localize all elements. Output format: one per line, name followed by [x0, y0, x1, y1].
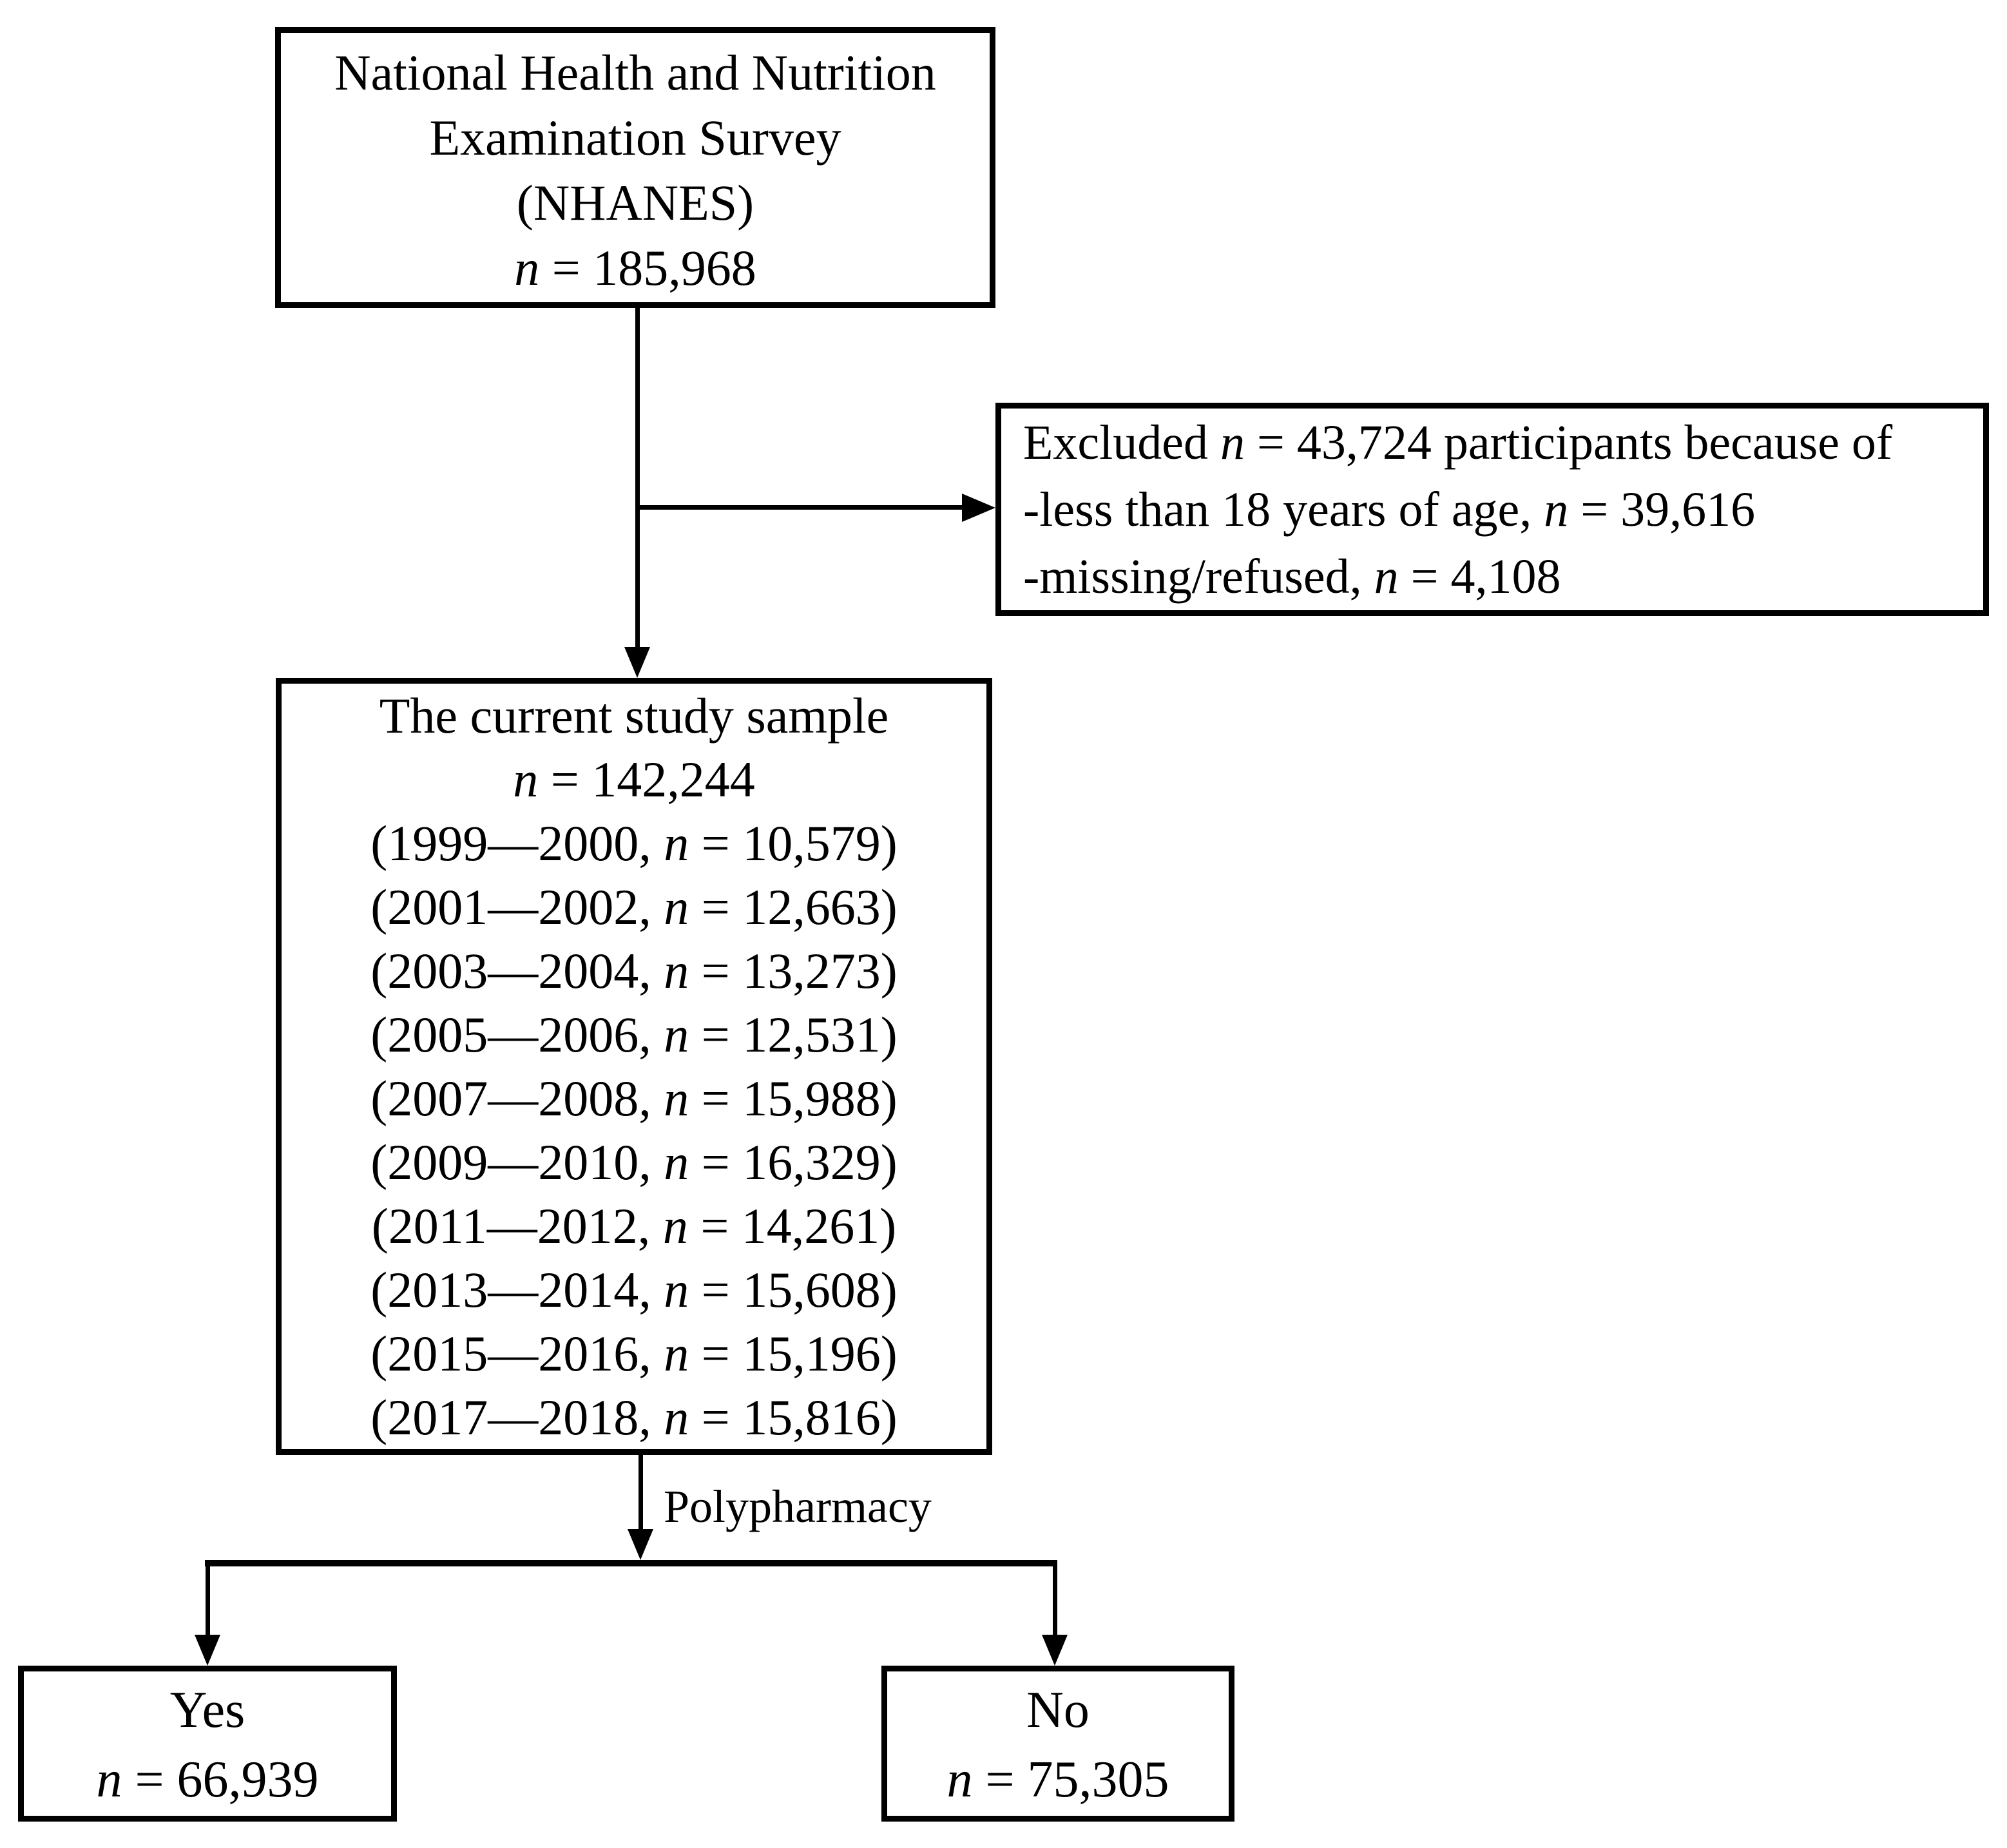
- nhanes-line-1: National Health and Nutrition: [334, 44, 936, 101]
- current-box-sample-size: n = 142,244: [513, 751, 755, 807]
- nhanes-sample-size: n = 185,968: [514, 240, 756, 296]
- split-horizontal-bar: [205, 1560, 1057, 1566]
- cycle-1999-2000: (1999—2000, n = 10,579): [370, 815, 898, 871]
- connector-to-excluded-line: [637, 505, 963, 510]
- cycle-2005-2006: (2005—2006, n = 12,531): [370, 1006, 898, 1063]
- arrowhead-into-current-box: [624, 647, 650, 678]
- arrowhead-into-no-box: [1042, 1635, 1068, 1666]
- excluded-missing-refused: -missing/refused, n = 4,108: [1023, 549, 1561, 604]
- nhanes-line-3: (NHANES): [516, 175, 754, 231]
- connector-current-to-split-line: [639, 1455, 643, 1531]
- connector-split-to-yes-line: [206, 1566, 210, 1637]
- polypharmacy-yes-box: Yes n = 66,939: [18, 1666, 397, 1822]
- nhanes-line-2: Examination Survey: [429, 110, 841, 166]
- cycle-2015-2016: (2015—2016, n = 15,196): [370, 1325, 898, 1381]
- excluded-under-18: -less than 18 years of age, n = 39,616: [1023, 482, 1756, 537]
- no-label: No: [1026, 1682, 1090, 1738]
- connector-top-to-current-line: [635, 308, 640, 648]
- cycle-2007-2008: (2007—2008, n = 15,988): [370, 1070, 898, 1126]
- arrowhead-into-split: [628, 1529, 653, 1560]
- yes-label: Yes: [169, 1682, 245, 1738]
- cycle-2013-2014: (2013—2014, n = 15,608): [370, 1262, 898, 1318]
- current-study-sample-box: The current study sample n = 142,244 (19…: [276, 678, 992, 1455]
- yes-sample-size: n = 66,939: [96, 1751, 319, 1808]
- cycle-2009-2010: (2009—2010, n = 16,329): [370, 1134, 898, 1190]
- cycle-2001-2002: (2001—2002, n = 12,663): [370, 879, 898, 935]
- polypharmacy-no-box: No n = 75,305: [881, 1666, 1234, 1822]
- polypharmacy-label: Polypharmacy: [664, 1481, 932, 1532]
- current-box-title: The current study sample: [379, 688, 889, 744]
- no-sample-size: n = 75,305: [946, 1751, 1169, 1808]
- excluded-box: Excluded n = 43,724 participants because…: [995, 403, 1989, 616]
- arrowhead-into-yes-box: [195, 1635, 220, 1666]
- arrowhead-into-excluded-box: [962, 494, 995, 522]
- excluded-total: Excluded n = 43,724 participants because…: [1023, 415, 1893, 470]
- cycle-2017-2018: (2017—2018, n = 15,816): [370, 1389, 898, 1445]
- cycle-2011-2012: (2011—2012, n = 14,261): [371, 1198, 897, 1254]
- cycle-2003-2004: (2003—2004, n = 13,273): [370, 943, 898, 999]
- nhanes-source-box: National Health and Nutrition Examinatio…: [275, 27, 995, 308]
- connector-split-to-no-line: [1053, 1566, 1057, 1637]
